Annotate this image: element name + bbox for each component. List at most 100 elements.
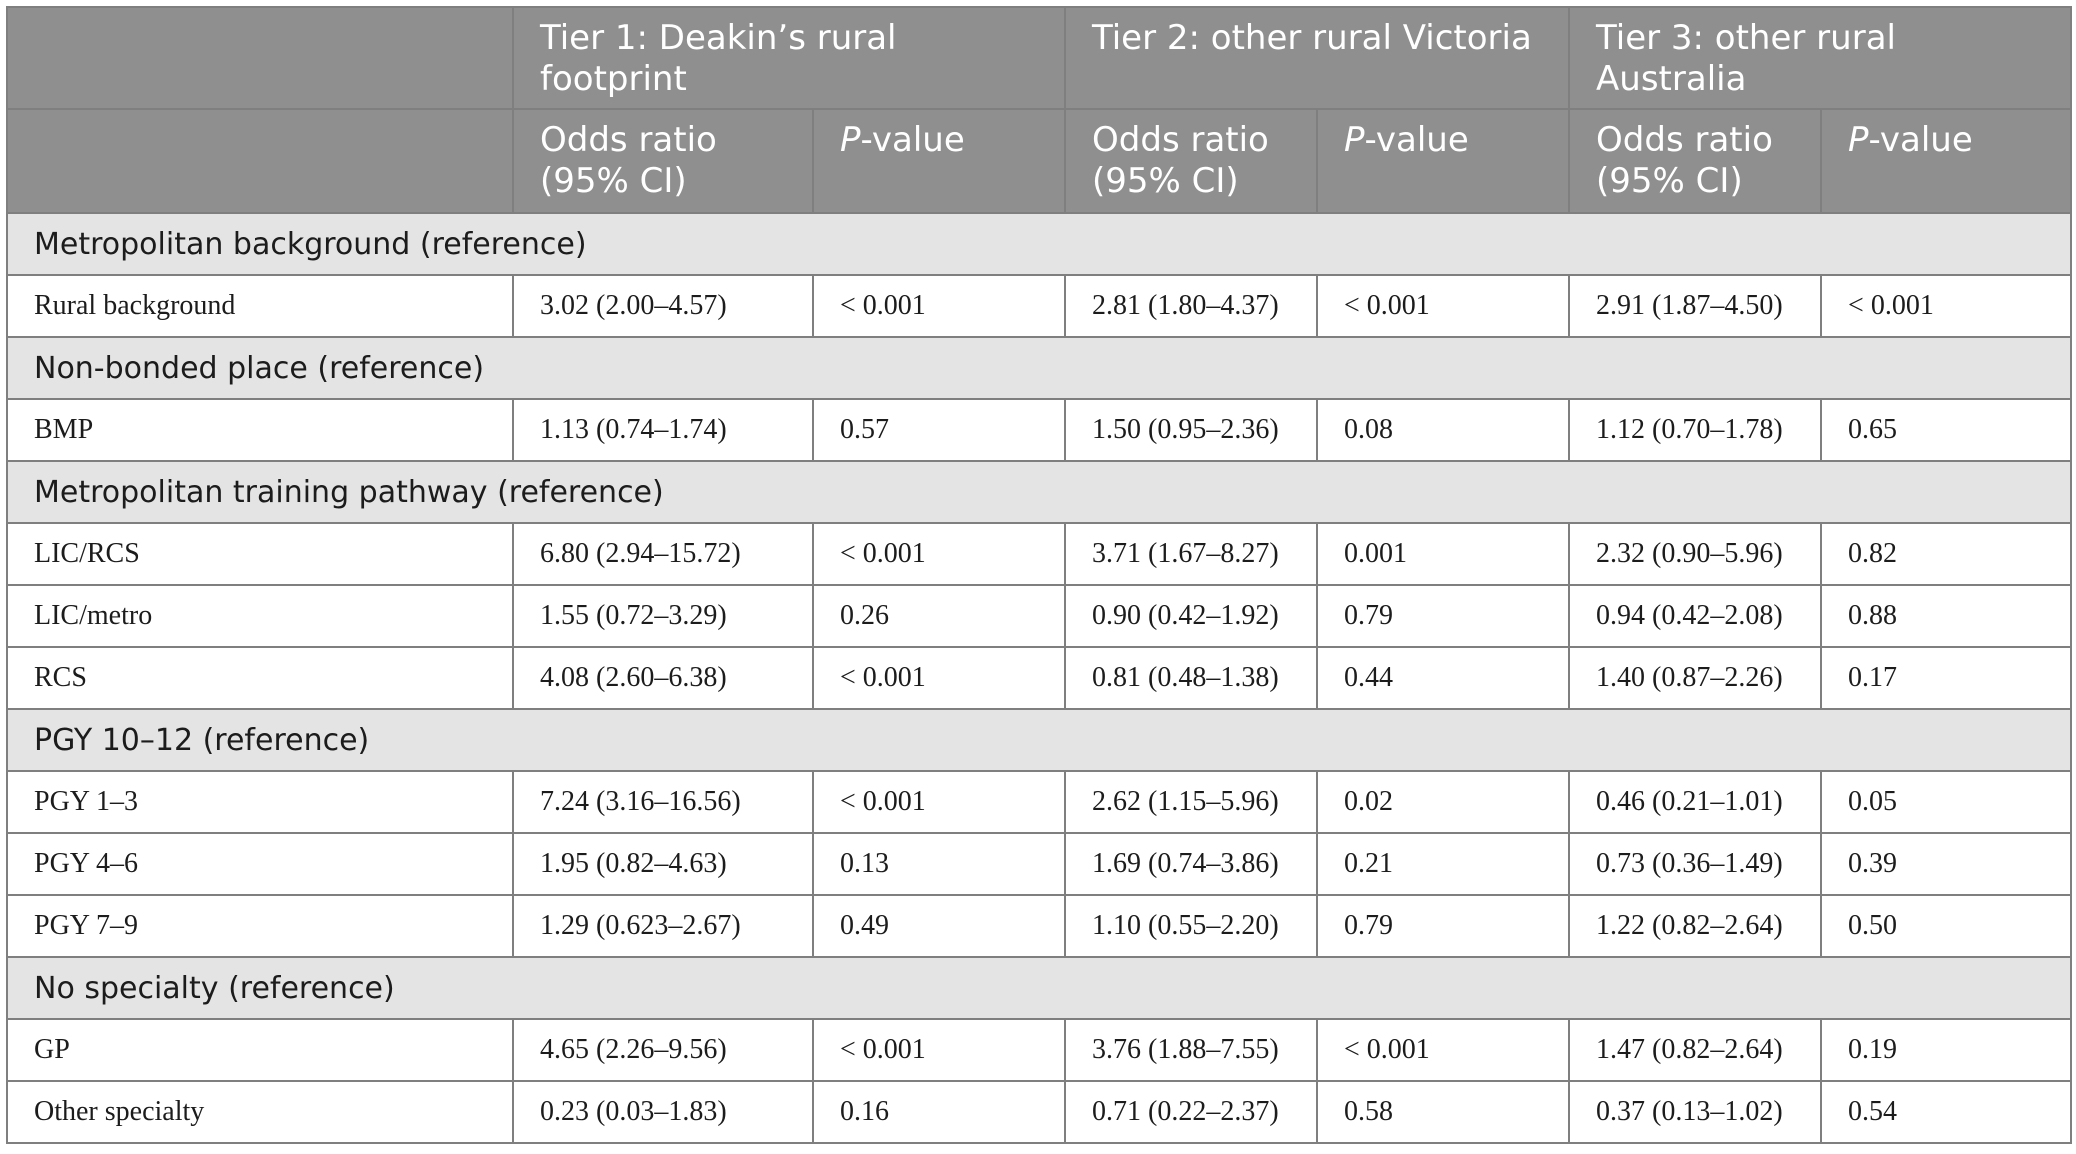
odds-ratio-cell: 1.29 (0.623–2.67) (512, 894, 814, 958)
header-corner-top (6, 6, 514, 110)
odds-ratio-cell: 1.13 (0.74–1.74) (512, 398, 814, 462)
p-value-cell: < 0.001 (811, 522, 1067, 586)
odds-ratio-cell: 3.71 (1.67–8.27) (1064, 522, 1319, 586)
p-value-cell: < 0.001 (1316, 1018, 1571, 1082)
row-label: Rural background (6, 274, 514, 338)
p-value-cell: 0.21 (1316, 832, 1571, 896)
header-tier-1: Tier 1: Deakin’s rural footprint (511, 6, 1067, 110)
header-tier-3: Tier 3: other rural Australia (1568, 6, 2073, 110)
odds-ratio-cell: 2.91 (1.87–4.50) (1568, 274, 1823, 338)
p-value-cell: 0.65 (1820, 398, 2073, 462)
header-odds-ratio-tier-1: Odds ratio (95% CI) (512, 108, 814, 214)
p-value-cell: 0.17 (1820, 646, 2073, 710)
p-suffix: -value (860, 120, 965, 160)
p-value-cell: < 0.001 (1820, 274, 2073, 338)
p-value-cell: 0.79 (1316, 584, 1571, 648)
table-row: PGY 7–9 1.29 (0.623–2.67) 0.49 1.10 (0.55–2… (6, 894, 2073, 958)
p-value-cell: < 0.001 (811, 1018, 1067, 1082)
header-p-value-tier-2: P-value (1316, 108, 1571, 214)
p-value-cell: 0.49 (811, 894, 1067, 958)
table-row: LIC/metro 1.55 (0.72–3.29) 0.26 0.90 (0.42–… (6, 584, 2073, 648)
odds-ratio-cell: 2.62 (1.15–5.96) (1064, 770, 1319, 834)
header-row-tiers: Tier 1: Deakin’s rural footprint Tier 2:… (6, 6, 2073, 110)
table-row: BMP 1.13 (0.74–1.74) 0.57 1.50 (0.95–2.36) 0… (6, 398, 2073, 462)
p-value-cell: 0.19 (1820, 1018, 2073, 1082)
odds-ratio-cell: 0.46 (0.21–1.01) (1568, 770, 1823, 834)
row-label: Other specialty (6, 1080, 514, 1144)
p-value-cell: 0.82 (1820, 522, 2073, 586)
p-value-cell: < 0.001 (811, 646, 1067, 710)
p-value-cell: 0.57 (811, 398, 1067, 462)
header-tier-2: Tier 2: other rural Victoria (1064, 6, 1571, 110)
table-row: Rural background 3.02 (2.00–4.57) < 0.001 2… (6, 274, 2073, 338)
row-label: PGY 1–3 (6, 770, 514, 834)
header-p-value-tier-3: P-value (1820, 108, 2073, 214)
p-value-cell: 0.44 (1316, 646, 1571, 710)
odds-ratio-cell: 1.95 (0.82–4.63) (512, 832, 814, 896)
odds-ratio-cell: 4.08 (2.60–6.38) (512, 646, 814, 710)
p-letter: P (1344, 120, 1365, 160)
odds-ratio-cell: 2.32 (0.90–5.96) (1568, 522, 1823, 586)
odds-ratio-cell: 7.24 (3.16–16.56) (512, 770, 814, 834)
odds-ratio-cell: 0.23 (0.03–1.83) (512, 1080, 814, 1144)
table-row: PGY 1–3 7.24 (3.16–16.56) < 0.001 2.62 (1.1… (6, 770, 2073, 834)
p-value-cell: < 0.001 (811, 770, 1067, 834)
p-value-cell: 0.13 (811, 832, 1067, 896)
section-title: No specialty (reference) (5, 956, 2073, 1020)
section-title: Metropolitan background (reference) (5, 212, 2073, 276)
section-row: Metropolitan background (reference) (5, 212, 2073, 276)
section-row: No specialty (reference) (5, 956, 2073, 1020)
row-label: RCS (6, 646, 514, 710)
odds-ratio-cell: 1.12 (0.70–1.78) (1568, 398, 1823, 462)
row-label: PGY 4–6 (6, 832, 514, 896)
odds-ratio-cell: 0.37 (0.13–1.02) (1568, 1080, 1823, 1144)
odds-ratio-cell: 1.50 (0.95–2.36) (1064, 398, 1319, 462)
odds-ratio-cell: 0.94 (0.42–2.08) (1568, 584, 1823, 648)
p-value-cell: 0.58 (1316, 1080, 1571, 1144)
odds-ratio-cell: 1.10 (0.55–2.20) (1064, 894, 1319, 958)
p-value-cell: < 0.001 (1316, 274, 1571, 338)
table-row: RCS 4.08 (2.60–6.38) < 0.001 0.81 (0.48–1.3… (6, 646, 2073, 710)
p-suffix: -value (1364, 120, 1469, 160)
header-corner-bottom (6, 108, 514, 214)
p-value-cell: 0.16 (811, 1080, 1067, 1144)
header-row-measures: Odds ratio (95% CI) P-value Odds ratio (… (6, 108, 2073, 214)
header-odds-ratio-tier-2: Odds ratio (95% CI) (1064, 108, 1319, 214)
section-title: PGY 10–12 (reference) (5, 708, 2073, 772)
table-row: GP 4.65 (2.26–9.56) < 0.001 3.76 (1.88–7.55… (6, 1018, 2073, 1082)
odds-ratio-cell: 1.22 (0.82–2.64) (1568, 894, 1823, 958)
odds-ratio-cell: 1.47 (0.82–2.64) (1568, 1018, 1823, 1082)
odds-ratio-cell: 4.65 (2.26–9.56) (512, 1018, 814, 1082)
section-row: PGY 10–12 (reference) (5, 708, 2073, 772)
header-p-value-tier-1: P-value (811, 108, 1067, 214)
p-value-cell: 0.50 (1820, 894, 2073, 958)
section-row: Non-bonded place (reference) (5, 336, 2073, 400)
odds-ratio-cell: 0.71 (0.22–2.37) (1064, 1080, 1319, 1144)
p-suffix: -value (1868, 120, 1973, 160)
odds-ratio-table: Tier 1: Deakin’s rural footprint Tier 2:… (5, 6, 2073, 1144)
section-title: Non-bonded place (reference) (5, 336, 2073, 400)
row-label: PGY 7–9 (6, 894, 514, 958)
odds-ratio-cell: 1.40 (0.87–2.26) (1568, 646, 1823, 710)
p-value-cell: 0.05 (1820, 770, 2073, 834)
section-title: Metropolitan training pathway (reference… (5, 460, 2073, 524)
odds-ratio-cell: 2.81 (1.80–4.37) (1064, 274, 1319, 338)
table-row: PGY 4–6 1.95 (0.82–4.63) 0.13 1.69 (0.74–3.… (6, 832, 2073, 896)
odds-ratio-cell: 0.90 (0.42–1.92) (1064, 584, 1319, 648)
odds-ratio-cell: 3.76 (1.88–7.55) (1064, 1018, 1319, 1082)
table-row: Other specialty 0.23 (0.03–1.83) 0.16 0.71 … (6, 1080, 2073, 1144)
p-letter: P (840, 120, 861, 160)
row-label: LIC/metro (6, 584, 514, 648)
p-value-cell: 0.79 (1316, 894, 1571, 958)
p-value-cell: 0.001 (1316, 522, 1571, 586)
odds-ratio-cell: 1.69 (0.74–3.86) (1064, 832, 1319, 896)
p-value-cell: 0.54 (1820, 1080, 2073, 1144)
table-row: LIC/RCS 6.80 (2.94–15.72) < 0.001 3.71 (1.6… (6, 522, 2073, 586)
odds-ratio-cell: 0.81 (0.48–1.38) (1064, 646, 1319, 710)
p-value-cell: < 0.001 (811, 274, 1067, 338)
p-value-cell: 0.26 (811, 584, 1067, 648)
section-row: Metropolitan training pathway (reference… (5, 460, 2073, 524)
row-label: GP (6, 1018, 514, 1082)
odds-ratio-cell: 3.02 (2.00–4.57) (512, 274, 814, 338)
odds-ratio-cell: 0.73 (0.36–1.49) (1568, 832, 1823, 896)
